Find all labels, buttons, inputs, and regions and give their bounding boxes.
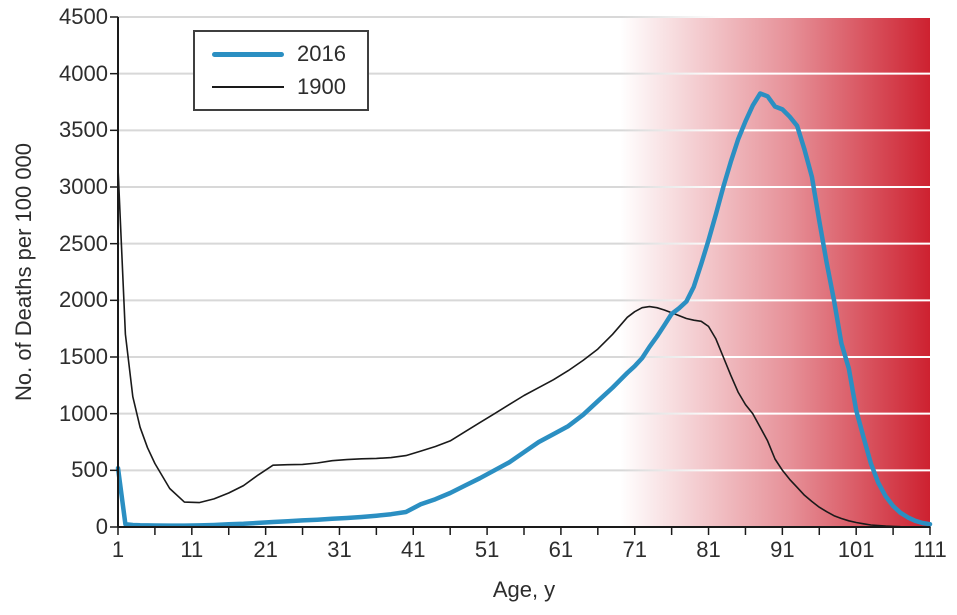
old-age-shaded-region (619, 17, 930, 527)
y-axis-title: No. of Deaths per 100 000 (10, 142, 36, 402)
y-tick-label: 4000 (59, 60, 108, 86)
y-tick-label: 500 (71, 457, 108, 483)
series-line-2016 (115, 91, 933, 528)
y-tick-label: 2500 (59, 230, 108, 256)
tick-marks (110, 16, 931, 535)
x-tick-label: 21 (253, 537, 278, 562)
x-tick-label: 11 (180, 537, 204, 562)
y-tick-label: 1000 (59, 400, 108, 426)
x-tick-label: 41 (401, 537, 426, 562)
x-tick-label: 81 (696, 537, 721, 562)
y-tick-label: 3500 (59, 117, 108, 143)
legend-row-1900: 1900 (212, 76, 367, 98)
legend-row-2016: 2016 (212, 43, 367, 65)
y-tick-label: 2000 (59, 287, 108, 313)
y-tick-label: 4500 (59, 4, 108, 29)
x-axis-title: Age, y (492, 577, 556, 602)
y-tick-label: 3000 (59, 174, 108, 199)
x-tick-label: 31 (327, 537, 352, 562)
x-tick-label: 61 (548, 537, 574, 562)
x-tick-label: 101 (837, 537, 875, 562)
legend-line-swatch-2016 (212, 51, 284, 57)
x-tick-label: 71 (622, 537, 647, 562)
plot-canvas (110, 16, 933, 535)
y-tick-label: 1500 (59, 344, 108, 369)
x-tick-label: 111 (913, 537, 947, 562)
x-tick-label: 1 (111, 537, 125, 562)
legend-label-1900: 1900 (297, 74, 346, 99)
legend-label-2016: 2016 (297, 41, 346, 66)
x-tick-label: 91 (770, 537, 795, 562)
series-line-1900 (117, 166, 931, 528)
legend: 2016 1900 (193, 30, 369, 111)
plot-area (110, 16, 933, 535)
y-tick-label: 0 (95, 514, 108, 539)
x-tick-label: 51 (474, 537, 500, 562)
legend-line-swatch-1900 (212, 86, 284, 88)
